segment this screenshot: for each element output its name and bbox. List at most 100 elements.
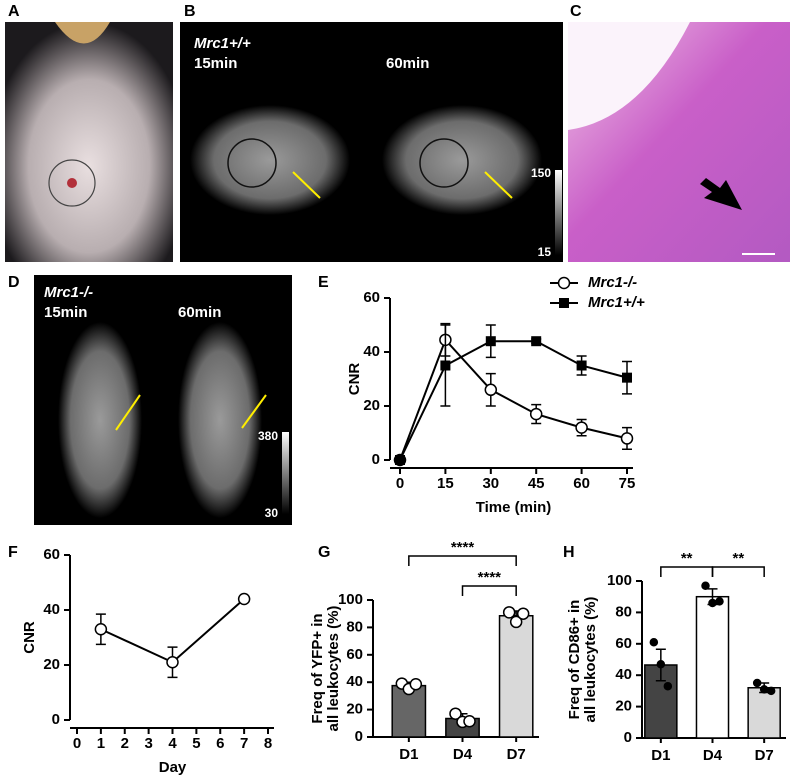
legend-label: Mrc1+/+ [588, 294, 645, 311]
y-tick-label: 20 [363, 397, 380, 414]
marker [701, 581, 710, 590]
y-tick-label: 20 [346, 701, 363, 718]
roi-circle [419, 138, 469, 188]
bar [498, 615, 534, 738]
x-tick-label: 3 [144, 735, 152, 752]
marker [766, 686, 776, 696]
panel-label: C [570, 3, 582, 20]
y-tick-label: 60 [615, 635, 632, 652]
marker [509, 615, 523, 629]
bar [747, 687, 781, 739]
x-tick-label: 75 [619, 475, 636, 492]
colorbar-min: 30 [265, 506, 279, 520]
arrow [115, 394, 141, 431]
x-tick-label: 0 [73, 735, 81, 752]
marker [529, 407, 543, 421]
y-axis-label: CNR [21, 621, 38, 654]
y-tick-label: 40 [346, 673, 363, 690]
marker [516, 607, 530, 620]
marker [620, 432, 634, 445]
wound [67, 178, 77, 188]
legend-label: Mrc1-/- [588, 274, 637, 291]
x-tick-label: 15 [437, 475, 454, 492]
marker [166, 656, 179, 669]
x-tick-label: 2 [121, 735, 129, 752]
lumen [568, 22, 690, 130]
mri-body [382, 105, 542, 215]
y-tick-label: 80 [615, 603, 632, 620]
y-tick-label: 40 [615, 666, 632, 683]
x-axis-label: Time (min) [476, 499, 552, 516]
significance-label: **** [451, 539, 475, 556]
series-line [399, 337, 628, 461]
y-tick-label: 40 [43, 601, 60, 618]
arrow [700, 178, 742, 210]
marker [395, 455, 405, 465]
marker [656, 659, 666, 669]
marker [649, 637, 659, 647]
arrow [241, 394, 267, 429]
panel-label: D [8, 274, 20, 291]
x-axis-label: Day [159, 759, 187, 776]
panel-label: G [318, 544, 330, 561]
y-axis-label: CNR [346, 363, 363, 396]
y-tick-label: 100 [338, 591, 363, 608]
x-tick-label: 8 [264, 735, 272, 752]
y-tick-label: 60 [43, 546, 60, 563]
marker [409, 678, 423, 691]
significance-label: ** [681, 550, 693, 567]
marker [759, 685, 769, 694]
genotype: Mrc1+/+ [194, 35, 251, 52]
panel-label: A [8, 3, 20, 20]
x-tick-label: 5 [192, 735, 200, 752]
x-tick-label: 7 [240, 735, 248, 752]
y-tick-label: 0 [355, 728, 363, 745]
y-tick-label: 20 [43, 656, 60, 673]
marker [94, 623, 108, 636]
marker [752, 678, 762, 688]
y-axis-label: Freq of YFP+ in [309, 613, 326, 723]
legend-marker [559, 298, 569, 308]
marker [440, 360, 451, 371]
panel-label: H [563, 544, 575, 561]
panel-label: F [8, 544, 18, 561]
y-axis-label: all leukocytes (%) [582, 597, 599, 723]
marker [237, 592, 251, 606]
marker [531, 336, 542, 347]
y-tick-label: 80 [346, 618, 363, 635]
y-axis-label: all leukocytes (%) [325, 606, 342, 732]
marker [502, 606, 516, 619]
marker [484, 383, 498, 397]
x-tick-label: D1 [651, 747, 670, 764]
x-tick-label: 6 [216, 735, 224, 752]
y-tick-label: 100 [607, 572, 632, 589]
significance-bracket [408, 555, 517, 566]
y-tick-label: 60 [346, 646, 363, 663]
significance-bracket [660, 566, 714, 577]
wound-circle [48, 159, 96, 207]
x-tick-label: 30 [482, 475, 499, 492]
x-tick-label: 1 [97, 735, 105, 752]
mri-body [58, 322, 142, 518]
x-tick-label: D4 [703, 747, 723, 764]
marker [663, 681, 673, 691]
legend-marker [557, 276, 571, 290]
ear [55, 22, 110, 44]
x-tick-label: D7 [755, 747, 774, 764]
marker [708, 598, 717, 608]
y-tick-label: 0 [624, 729, 632, 746]
marker [449, 707, 462, 720]
marker [576, 360, 587, 371]
x-tick-label: D4 [453, 746, 473, 763]
significance-label: **** [478, 569, 502, 586]
arrow [484, 171, 513, 199]
y-tick-label: 20 [615, 698, 632, 715]
x-tick-label: D1 [399, 746, 418, 763]
time-label: 15min [194, 55, 237, 72]
colorbar-max: 380 [258, 429, 278, 443]
genotype: Mrc1-/- [44, 284, 93, 301]
series-line [399, 340, 628, 461]
marker [622, 372, 632, 383]
y-tick-label: 0 [372, 451, 380, 468]
